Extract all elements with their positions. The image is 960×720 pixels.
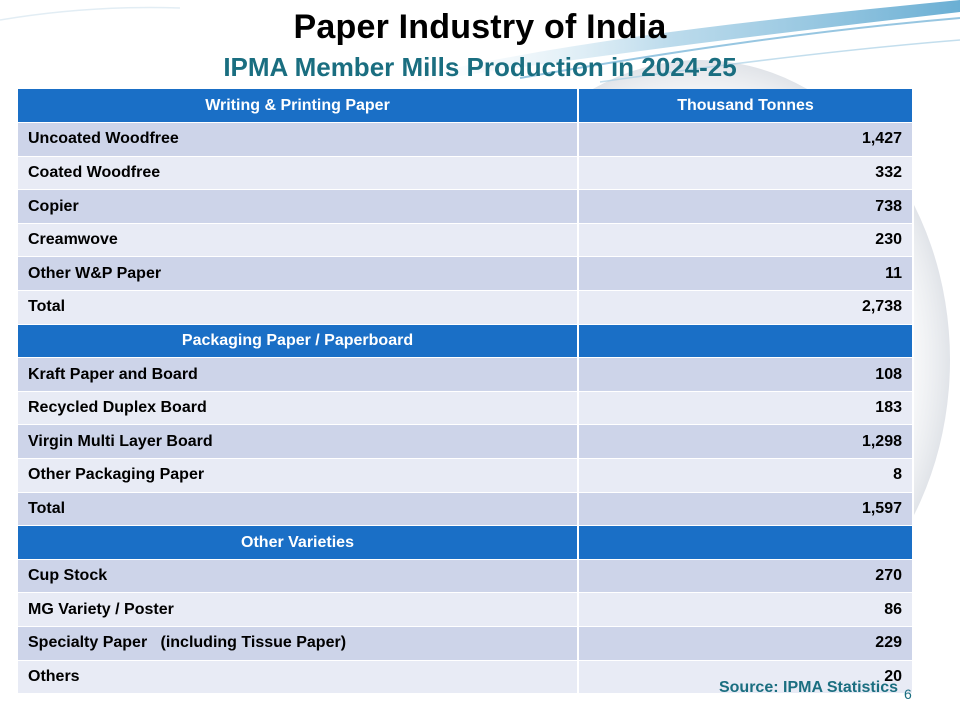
section-header-unit — [578, 525, 914, 560]
row-value: 86 — [578, 592, 914, 627]
row-value: 20 — [578, 660, 914, 695]
table-row: Specialty Paper (including Tissue Paper)… — [18, 626, 914, 661]
section-header-label: Writing & Printing Paper — [18, 89, 579, 124]
row-value: 8 — [578, 458, 914, 493]
row-label: Others — [18, 660, 579, 695]
section-header-unit: Thousand Tonnes — [578, 89, 914, 124]
section-header-row: Other Varieties — [18, 525, 914, 560]
row-label: Other W&P Paper — [18, 256, 579, 292]
table-row: Total 1,597 — [18, 492, 914, 527]
section-header-row: Packaging Paper / Paperboard — [18, 324, 914, 359]
row-label: Creamwove — [18, 223, 579, 258]
section-header-unit — [578, 324, 914, 359]
table-row: Copier 738 — [18, 189, 914, 224]
row-label: Kraft Paper and Board — [18, 357, 579, 392]
section-header-label: Packaging Paper / Paperboard — [18, 324, 579, 359]
row-value: 2,738 — [578, 290, 914, 325]
table-row: Other Packaging Paper 8 — [18, 458, 914, 493]
row-label: Recycled Duplex Board — [18, 391, 579, 426]
page-number: 6 — [904, 686, 912, 702]
row-value: 332 — [578, 156, 914, 191]
table-row: Uncoated Woodfree 1,427 — [18, 122, 914, 157]
table-row: Kraft Paper and Board 108 — [18, 357, 914, 392]
table-row: Cup Stock 270 — [18, 559, 914, 594]
row-label: Virgin Multi Layer Board — [18, 424, 579, 460]
table-row: Recycled Duplex Board 183 — [18, 391, 914, 426]
row-value: 230 — [578, 223, 914, 258]
production-table-container: Writing & Printing Paper Thousand Tonnes U… — [18, 89, 914, 695]
production-table: Writing & Printing Paper Thousand Tonnes U… — [18, 89, 914, 695]
production-table-body: Writing & Printing Paper Thousand Tonnes U… — [18, 89, 914, 695]
row-label: Coated Woodfree — [18, 156, 579, 191]
row-label: Cup Stock — [18, 559, 579, 594]
row-value: 229 — [578, 626, 914, 661]
row-value: 108 — [578, 357, 914, 392]
row-value: 1,597 — [578, 492, 914, 527]
page-title: Paper Industry of India — [293, 8, 667, 46]
section-header-row: Writing & Printing Paper Thousand Tonnes — [18, 89, 914, 124]
row-label: Other Packaging Paper — [18, 458, 579, 493]
row-label: MG Variety / Poster — [18, 592, 579, 627]
source-note: Source: IPMA Statistics — [718, 679, 898, 696]
row-value: 738 — [578, 189, 914, 224]
row-value: 183 — [578, 391, 914, 426]
row-label: Uncoated Woodfree — [18, 122, 579, 157]
row-value: 1,298 — [578, 424, 914, 460]
row-value: 1,427 — [578, 122, 914, 157]
row-value: 270 — [578, 559, 914, 594]
row-label: Total — [18, 492, 579, 527]
row-label: Specialty Paper (including Tissue Paper) — [18, 626, 579, 661]
section-header-label: Other Varieties — [18, 525, 579, 560]
table-row: Total 2,738 — [18, 290, 914, 325]
table-row: Coated Woodfree 332 — [18, 156, 914, 191]
table-row: Others 20 — [18, 660, 914, 695]
row-label: Copier — [18, 189, 579, 224]
row-label: Total — [18, 290, 579, 325]
table-row: Other W&P Paper 11 — [18, 256, 914, 292]
table-row: Creamwove 230 — [18, 223, 914, 258]
page-subtitle: IPMA Member Mills Production in 2024-25 — [223, 52, 737, 82]
table-row: Virgin Multi Layer Board 1,298 — [18, 424, 914, 460]
table-row: MG Variety / Poster 86 — [18, 592, 914, 627]
row-value: 11 — [578, 256, 914, 292]
